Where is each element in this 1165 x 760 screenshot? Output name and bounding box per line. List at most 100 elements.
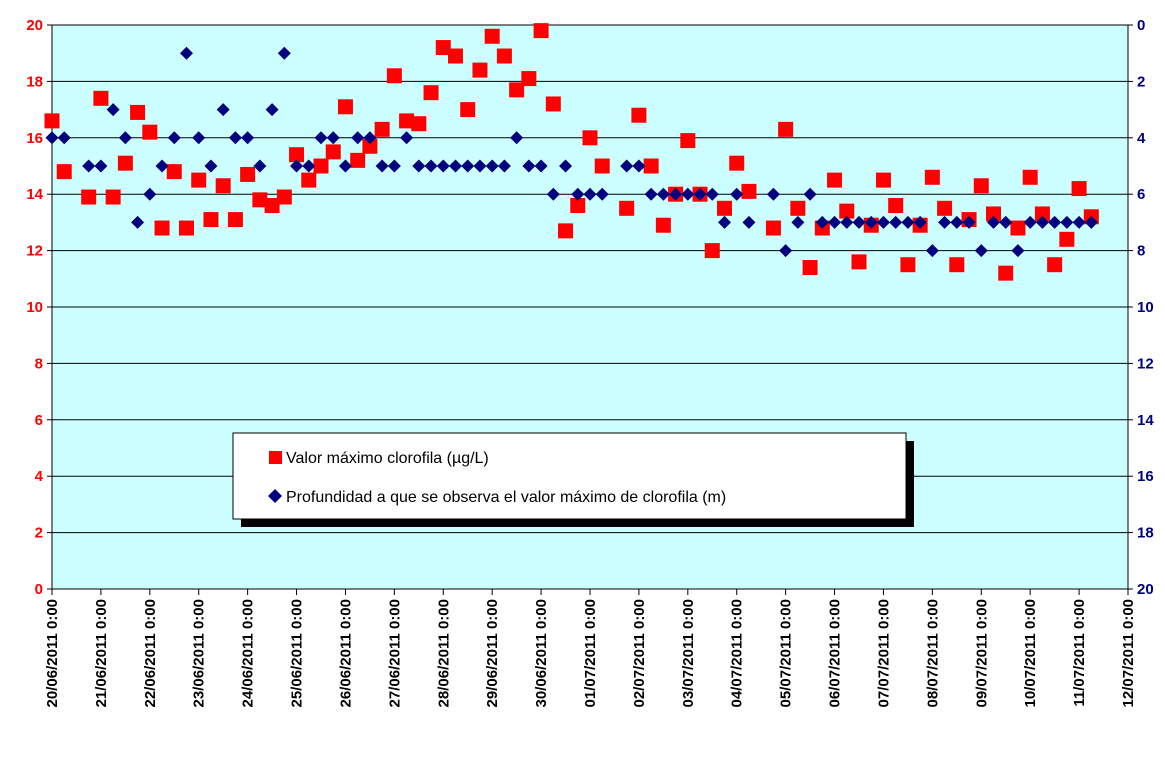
- legend-marker-depth: [268, 489, 282, 503]
- depth-point: [815, 215, 829, 229]
- chlorophyll-point: [460, 102, 476, 118]
- right-tick-label: 10: [1137, 299, 1154, 316]
- x-tick-label: 07/07/2011 0:00: [875, 599, 892, 707]
- chlorophyll-point: [81, 189, 97, 205]
- chlorophyll-point: [435, 40, 451, 56]
- depth-point: [1035, 215, 1049, 229]
- depth-point: [889, 215, 903, 229]
- x-tick-label: 21/06/2011 0:00: [93, 599, 110, 707]
- chlorophyll-point: [790, 200, 806, 216]
- depth-point: [718, 215, 731, 229]
- depth-point: [1023, 215, 1037, 229]
- chlorophyll-point: [570, 197, 586, 213]
- chlorophyll-point: [191, 172, 207, 188]
- chlorophyll-point: [386, 68, 402, 84]
- depth-point: [1048, 215, 1062, 229]
- depth-point: [57, 131, 71, 145]
- depth-point: [155, 159, 169, 173]
- x-tick-label: 27/06/2011 0:00: [386, 599, 403, 707]
- chlorophyll-point: [851, 254, 867, 270]
- left-tick-label: 8: [35, 355, 43, 372]
- depth-point: [1084, 215, 1098, 229]
- depth-point: [742, 215, 756, 229]
- chlorophyll-point: [973, 178, 989, 194]
- x-tick-label: 08/07/2011 0:00: [924, 599, 941, 707]
- x-tick-label: 11/07/2011 0:00: [1071, 599, 1088, 707]
- depth-point: [314, 131, 328, 145]
- depth-point: [534, 159, 548, 173]
- chlorophyll-point: [203, 212, 219, 228]
- chlorophyll-point: [594, 158, 610, 174]
- left-tick-label: 20: [26, 17, 43, 34]
- x-tick-label: 23/06/2011 0:00: [191, 599, 208, 707]
- chlorophyll-point: [533, 23, 549, 39]
- chlorophyll-point: [545, 96, 561, 112]
- depth-point: [974, 244, 988, 258]
- depth-point: [265, 103, 279, 117]
- series-depth: [45, 46, 1098, 258]
- depth-point: [143, 187, 157, 201]
- chlorophyll-point: [227, 212, 243, 228]
- depth-point: [803, 187, 817, 201]
- depth-point: [510, 131, 524, 145]
- right-tick-label: 8: [1137, 243, 1145, 260]
- chlorophyll-point: [839, 203, 855, 219]
- left-tick-label: 18: [26, 73, 43, 90]
- depth-point: [387, 159, 401, 173]
- left-tick-label: 16: [26, 130, 43, 147]
- depth-point: [644, 187, 658, 201]
- depth-point: [302, 159, 316, 173]
- chlorophyll-point: [215, 178, 231, 194]
- chlorophyll-point: [643, 158, 659, 174]
- x-tick-label: 06/07/2011 0:00: [827, 599, 844, 707]
- depth-point: [766, 187, 780, 201]
- left-tick-label: 2: [35, 525, 43, 542]
- chlorophyll-point: [496, 48, 512, 64]
- depth-point: [473, 159, 487, 173]
- chlorophyll-point: [374, 121, 390, 137]
- depth-point: [559, 159, 573, 173]
- chlorophyll-point: [362, 138, 378, 154]
- depth-point: [412, 159, 426, 173]
- right-tick-label: 12: [1137, 355, 1154, 372]
- depth-point: [192, 131, 206, 145]
- depth-point: [167, 131, 181, 145]
- depth-point: [987, 215, 1000, 229]
- depth-point: [253, 159, 267, 173]
- depth-point: [583, 187, 597, 201]
- chlorophyll-point: [350, 152, 366, 168]
- right-axis-ticks: 0 2 4 6 8 10 12 14 16 18 20: [1137, 17, 1154, 598]
- x-tick-label: 01/07/2011 0:00: [582, 599, 599, 707]
- left-tick-label: 4: [35, 468, 44, 485]
- chlorophyll-point: [1022, 169, 1038, 185]
- chlorophyll-point: [56, 164, 72, 180]
- left-tick-label: 14: [26, 186, 43, 203]
- chlorophyll-point: [1047, 257, 1063, 273]
- depth-point: [449, 159, 462, 173]
- chlorophyll-point: [301, 172, 317, 188]
- x-tick-label: 04/07/2011 0:00: [729, 599, 746, 707]
- depth-point: [828, 215, 842, 229]
- depth-point: [693, 187, 707, 201]
- x-axis-ticks: 20/06/2011 0:00 21/06/2011 0:00 22/06/2011…: [44, 599, 1137, 707]
- chlorophyll-point: [484, 28, 500, 44]
- legend-box: [232, 432, 907, 520]
- chlorophyll-point: [264, 197, 280, 213]
- depth-point: [290, 159, 304, 173]
- legend-label-depth: Profundidad a que se observa el valor má…: [286, 489, 726, 506]
- depth-point: [950, 215, 964, 229]
- chlorophyll-point: [448, 48, 463, 64]
- right-tick-label: 4: [1137, 130, 1146, 147]
- depth-point: [571, 187, 585, 201]
- x-tick-label: 20/06/2011 0:00: [44, 599, 61, 707]
- left-tick-label: 10: [26, 299, 43, 316]
- chlorophyll-point: [986, 206, 1001, 222]
- chlorophyll-point: [276, 189, 292, 205]
- chlorophyll-point: [142, 124, 158, 140]
- depth-point: [1072, 215, 1086, 229]
- chlorophyll-point: [105, 189, 121, 205]
- depth-point: [546, 187, 560, 201]
- depth-point: [925, 244, 939, 258]
- depth-point: [779, 244, 793, 258]
- right-tick-label: 0: [1137, 17, 1145, 34]
